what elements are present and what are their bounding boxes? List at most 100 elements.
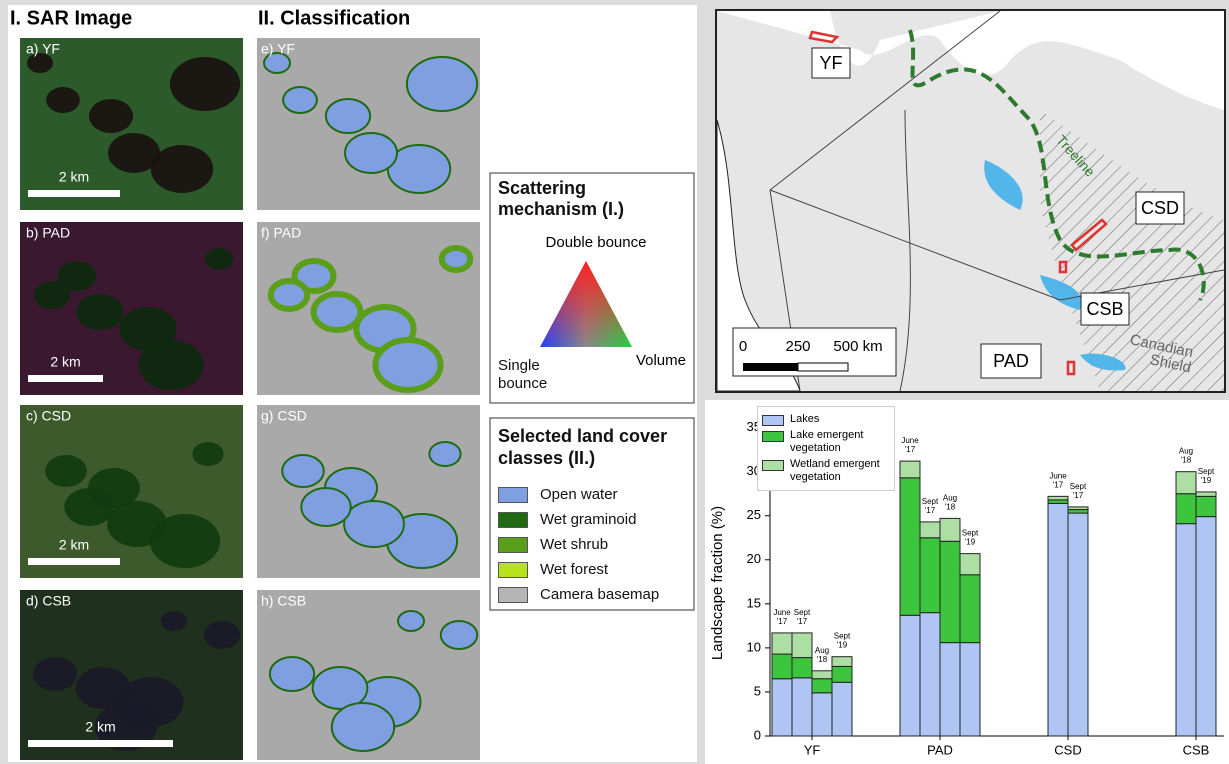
bar-segment [960, 554, 980, 575]
scatter-title: Scattering mechanism (I.) [498, 178, 688, 220]
panel-label: f) PAD [261, 225, 301, 241]
bar-segment [920, 613, 940, 736]
bar-segment [812, 671, 832, 679]
sar-feature [33, 657, 77, 691]
landcover-item: Wet graminoid [498, 507, 659, 532]
map: YF CSD CSB PAD Treeline Canadian Shield … [717, 11, 1224, 391]
sar-feature [108, 133, 160, 173]
panel-label: c) CSD [26, 408, 71, 424]
water-class [398, 611, 424, 631]
figure: I. SAR Image II. Classification Double b… [0, 0, 1229, 764]
bar-label-part: Sept [1070, 482, 1087, 491]
map-label: YF [819, 53, 842, 73]
y-tick-label: 15 [747, 595, 761, 610]
bar-label-part: Aug [943, 493, 957, 502]
bar-label-part: '17 [1053, 480, 1064, 489]
water-class [429, 442, 460, 466]
water-class [326, 99, 370, 133]
water-class [407, 57, 477, 111]
y-tick-label: 25 [747, 507, 761, 522]
y-tick-label: 20 [747, 551, 761, 566]
bar-segment [1176, 472, 1196, 494]
map-label: CSD [1141, 198, 1179, 218]
bar-segment [940, 541, 960, 642]
header: II. Classification [258, 7, 410, 29]
water-class [441, 621, 477, 649]
panel-label: a) YF [26, 41, 60, 57]
bar-segment [772, 679, 792, 736]
water-class [282, 455, 324, 487]
bar-segment [900, 478, 920, 615]
bar-label: Aug'18 [943, 493, 957, 511]
sar-feature [205, 248, 234, 270]
bar-label-part: Sept [834, 632, 851, 641]
bar-label-part: '17 [925, 506, 936, 515]
water-class [271, 281, 307, 309]
landcover-title: Selected land cover classes (II.) [498, 425, 678, 469]
bar-label-part: '17 [777, 617, 788, 626]
bar-segment [832, 657, 852, 667]
scale-bar [28, 375, 103, 382]
scatter-label: Single bounce [498, 357, 568, 393]
bar-label-part: Sept [922, 497, 939, 506]
y-tick-label: 5 [754, 683, 761, 698]
x-tick-label: CSD [1054, 742, 1081, 757]
scale-label: 2 km [59, 169, 89, 185]
sar-feature [139, 340, 204, 390]
bar-label-part: '17 [1073, 491, 1084, 500]
landcover-item: Wet shrub [498, 532, 659, 557]
scale-label: 0 [739, 338, 747, 355]
water-class [283, 87, 317, 113]
bar-label-part: Sept [1198, 467, 1215, 476]
bar-segment [832, 666, 852, 682]
sar-feature [204, 621, 240, 649]
landcover-label: Wet shrub [540, 536, 608, 553]
bar-label-part: '19 [837, 641, 848, 650]
x-tick-label: CSB [1183, 742, 1210, 757]
bar-label-part: '18 [945, 502, 956, 511]
bar-label-part: Aug [815, 646, 829, 655]
bar-segment [832, 682, 852, 736]
bar-label-part: '17 [797, 617, 808, 626]
landcover-swatch [498, 487, 528, 503]
sar-feature [76, 667, 131, 709]
bar-label: Aug'18 [1179, 447, 1193, 465]
water-class [344, 501, 404, 547]
bar-segment [772, 633, 792, 654]
scale-bar [798, 363, 848, 371]
panel-label: e) YF [261, 41, 295, 57]
scale-label: 250 [785, 338, 810, 355]
sar-feature [89, 99, 133, 133]
legend-label: Lake emergent vegetation [790, 429, 890, 455]
y-axis-label: Landscape fraction (%) [709, 506, 726, 660]
bar-segment [1048, 500, 1068, 504]
landcover-label: Wet graminoid [540, 511, 636, 528]
bar-segment [792, 678, 812, 736]
map-label: CSB [1086, 299, 1123, 319]
bar-label-part: June [773, 608, 791, 617]
landcover-item: Camera basemap [498, 582, 659, 607]
bar-label-part: June [901, 436, 919, 445]
water-class [301, 488, 350, 526]
landcover-swatch [498, 537, 528, 553]
water-class [314, 294, 361, 330]
landcover-label: Wet forest [540, 561, 608, 578]
legend-item: Lakes [762, 413, 890, 426]
legend-swatch [762, 415, 784, 426]
bar-segment [960, 643, 980, 736]
bar-segment [960, 575, 980, 643]
sar-feature [161, 611, 187, 631]
x-tick-label: PAD [927, 742, 953, 757]
bar-segment [812, 693, 832, 736]
scatter-label: Double bounce [546, 234, 647, 251]
bar-label-part: '18 [817, 655, 828, 664]
x-tick-label: YF [804, 742, 821, 757]
legend-item: Wetland emergent vegetation [762, 458, 890, 484]
bar-segment [1068, 507, 1088, 510]
water-class [332, 703, 394, 751]
bar-label: Aug'18 [815, 646, 829, 664]
water-class [345, 133, 397, 173]
scatter-label: Volume [636, 352, 686, 369]
bar-segment [900, 461, 920, 478]
legend: Lakes Lake emergent vegetation Wetland eme… [757, 406, 895, 491]
